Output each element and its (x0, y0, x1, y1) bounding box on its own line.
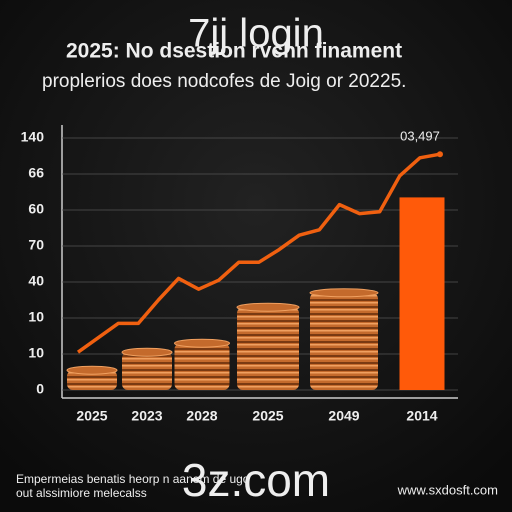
coin-stack (174, 343, 230, 390)
x-tick-label: 2028 (186, 408, 217, 424)
footer-text: Empermeias benatis heorp n aanom de ugo (16, 472, 250, 486)
chart-title: 2025: No dsestion rvchn finament (66, 40, 402, 63)
y-tick-label: 70 (28, 237, 44, 253)
coin-stack (67, 370, 117, 390)
x-tick-label: 2023 (131, 408, 162, 424)
bar (399, 197, 445, 390)
y-tick-label: 60 (28, 201, 44, 217)
watermark: 7jj login (188, 12, 324, 56)
coin-top (236, 302, 300, 312)
x-tick-label: 2025 (252, 408, 283, 424)
x-tick-label: 2025 (76, 408, 107, 424)
y-tick-label: 10 (28, 345, 44, 361)
coin-stack (310, 292, 378, 390)
y-tick-label: 40 (28, 273, 44, 289)
y-tick-label: 0 (36, 381, 44, 397)
coin-top (121, 347, 173, 357)
y-tick-label: 66 (28, 165, 44, 181)
watermark: 3z.com (182, 454, 330, 506)
coin-top (174, 338, 230, 348)
annotation: 03,497 (400, 129, 440, 144)
chart-subtitle: proplerios does nodcofes de Joig or 2022… (42, 71, 406, 92)
line-end (437, 151, 443, 158)
y-tick-label: 140 (21, 129, 45, 145)
footer-url: www.sxdosft.com (397, 482, 498, 497)
footer-text: out alssimiore melecalss (16, 486, 147, 500)
coin-stack (237, 307, 299, 390)
coin-stack (122, 352, 172, 390)
coin-top (66, 365, 118, 375)
x-tick-label: 2014 (406, 408, 437, 424)
x-tick-label: 2049 (328, 408, 359, 424)
coin-top (309, 288, 379, 298)
line (76, 152, 441, 354)
y-tick-label: 10 (28, 309, 44, 325)
